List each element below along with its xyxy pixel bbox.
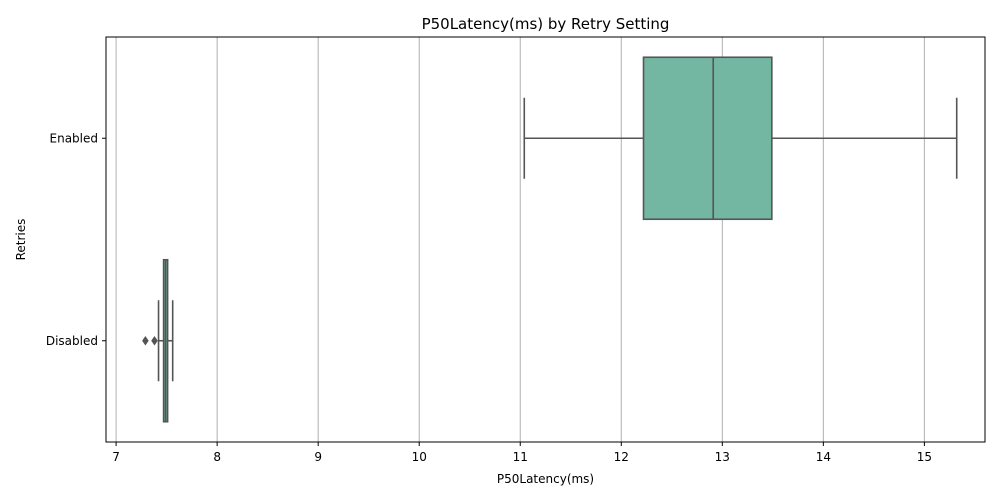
y-ticks: Enabled Disabled [46, 131, 106, 348]
outlier-point [142, 336, 149, 346]
box-group [523, 56, 958, 221]
x-tick-label: 15 [917, 450, 932, 464]
outlier-point [151, 336, 158, 346]
iqr-box [642, 56, 773, 221]
chart-title: P50Latency(ms) by Retry Setting [422, 15, 670, 33]
box-group [142, 258, 174, 423]
x-tick-label: 7 [112, 450, 120, 464]
x-tick-label: 12 [614, 450, 629, 464]
x-ticks: 7 8 9 10 11 12 13 14 15 [112, 442, 932, 464]
x-tick-label: 14 [816, 450, 831, 464]
x-axis-label: P50Latency(ms) [497, 472, 594, 486]
x-tick-label: 10 [412, 450, 427, 464]
grid-lines [115, 37, 925, 442]
x-tick-label: 11 [513, 450, 528, 464]
y-axis-label: Retries [14, 219, 28, 261]
x-tick-label: 8 [213, 450, 221, 464]
boxes [142, 56, 958, 423]
y-tick-label: Disabled [46, 334, 98, 348]
x-tick-label: 9 [314, 450, 322, 464]
y-tick-label: Enabled [50, 131, 99, 145]
plot-frame [105, 36, 986, 443]
x-tick-label: 13 [715, 450, 730, 464]
